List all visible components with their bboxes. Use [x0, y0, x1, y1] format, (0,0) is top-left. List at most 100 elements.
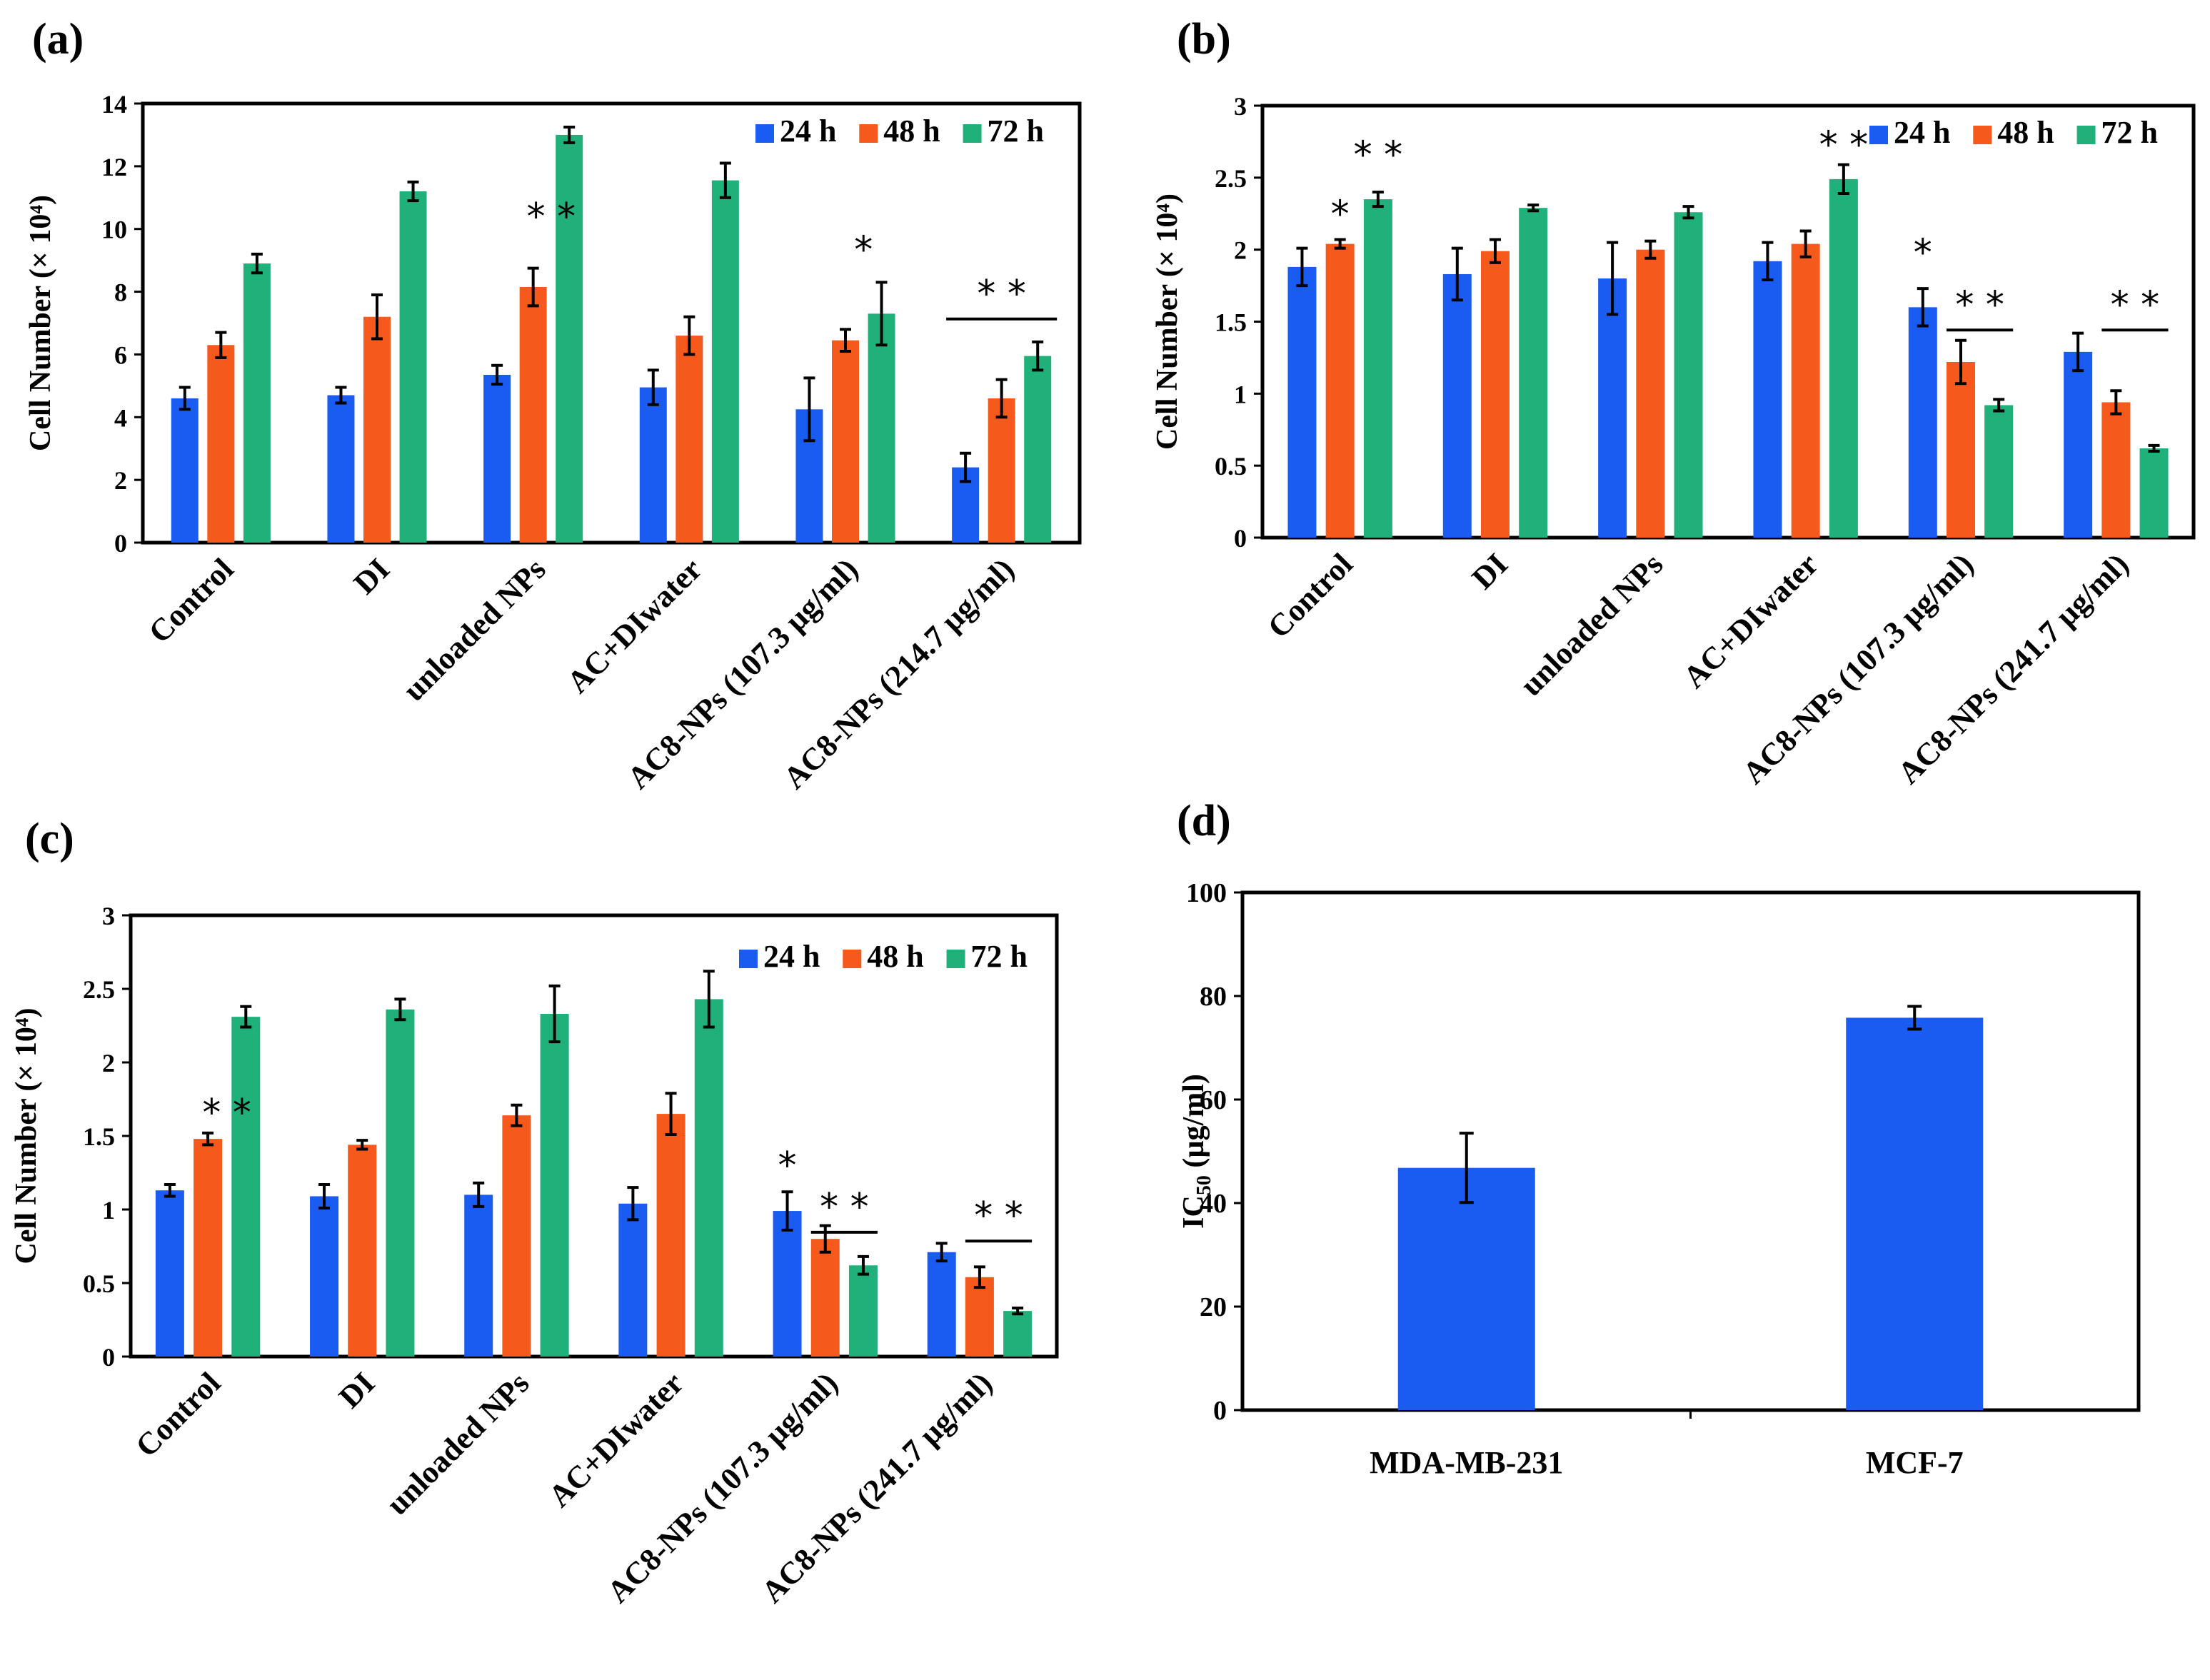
legend-swatch-24h [755, 124, 774, 143]
bar-48h-2 [502, 1115, 531, 1357]
y-tick-label: 2 [1234, 236, 1247, 265]
bar-48h-5 [2101, 402, 2131, 538]
bar-48h-0 [194, 1139, 223, 1357]
bar-24h-3 [1753, 261, 1782, 538]
category-label: unloaded NPs [396, 551, 553, 708]
significance-mark: * * [202, 1092, 251, 1135]
bar-48h-2 [1636, 249, 1665, 538]
y-axis-label: IC50 (µg/ml) [1177, 1074, 1215, 1229]
y-tick-label: 0 [1234, 524, 1247, 553]
legend-swatch-72h [2076, 126, 2096, 144]
legend-label: 48 h [883, 114, 940, 149]
y-tick-label: 3 [102, 902, 115, 930]
bar-24h-3 [639, 387, 667, 543]
category-label: AC+DIwater [561, 551, 709, 700]
bar-24h-2 [483, 374, 511, 543]
y-tick-label: 1.5 [1215, 308, 1247, 337]
y-tick-label: 0.5 [83, 1269, 115, 1298]
chart-b: 0 0.5 1 1.5 2 2.5 3 Cell Number (× 10⁴) Control D… [1151, 92, 2196, 790]
bar-48h-1 [348, 1145, 377, 1357]
significance-mark: * [1914, 232, 1932, 275]
bar-72h-3 [711, 180, 739, 543]
significance-mark: * * [527, 196, 576, 238]
y-tick-label: 1 [102, 1196, 115, 1224]
y-tick-label: 4 [114, 403, 127, 432]
bar-72h-5 [1003, 1311, 1033, 1357]
bar-48h-3 [1791, 243, 1820, 538]
y-tick-label: 80 [1200, 982, 1227, 1012]
category-label: unloaded NPs [380, 1365, 536, 1521]
bar-72h-1 [386, 1009, 415, 1357]
y-tick-label: 12 [101, 153, 127, 181]
bar-24h-1 [310, 1196, 339, 1357]
y-axis-label: Cell Number (× 10⁴) [1151, 193, 1184, 450]
bar-72h-2 [556, 134, 583, 543]
bar-48h-2 [519, 286, 547, 543]
bar-48h-4 [1947, 361, 1975, 538]
category-label: DI [1465, 546, 1515, 595]
bar-24h-0 [155, 1190, 184, 1357]
bar-72h-4 [848, 1265, 878, 1357]
legend-label: 24 h [1894, 115, 1950, 150]
bar-48h-5 [988, 398, 1015, 543]
bar-24h-1 [1442, 273, 1472, 538]
category-label: Control [1261, 546, 1360, 645]
bar-72h-5 [2139, 448, 2169, 538]
plot-frame [141, 101, 1082, 545]
panel-c-label: (c) [25, 815, 74, 863]
y-tick-label: 20 [1200, 1292, 1227, 1322]
legend-label: 24 h [780, 114, 836, 149]
category-label: MDA-MB-231 [1370, 1445, 1563, 1480]
significance-mark: * * [820, 1186, 869, 1229]
significance-mark: * * [974, 1194, 1023, 1237]
category-label: MCF-7 [1866, 1445, 1964, 1480]
bar-72h-2 [1674, 212, 1703, 538]
y-tick-label: 10 [101, 216, 127, 244]
category-label: Control [142, 551, 241, 650]
bar-72h-1 [399, 191, 427, 543]
chart-c: 0 0.5 1 1.5 2 2.5 3 Cell Number (× 10⁴) Control D… [10, 902, 1059, 1609]
significance-mark: * * [1819, 124, 1869, 166]
bar-72h-0 [231, 1017, 261, 1357]
category-label: Control [129, 1365, 227, 1464]
legend-label: 24 h [763, 939, 820, 974]
y-tick-label: 6 [114, 341, 127, 369]
category-label: AC+DIwater [542, 1365, 690, 1514]
y-tick-label: 3 [1234, 92, 1247, 121]
legend-swatch-48h [859, 124, 878, 143]
y-tick-label: 14 [101, 90, 127, 119]
significance-mark: * [1331, 193, 1350, 236]
y-tick-label: 2 [102, 1049, 115, 1077]
bar-MDA-MB-231 [1397, 1167, 1535, 1410]
legend-swatch-24h [739, 950, 758, 968]
bar-24h-5 [2064, 351, 2093, 538]
category-label: AC+DIwater [1677, 546, 1825, 695]
y-tick-label: 60 [1200, 1085, 1227, 1115]
y-axis-label: Cell Number (× 10⁴) [24, 195, 57, 451]
category-label: DI [332, 1365, 381, 1414]
legend-swatch-48h [843, 950, 862, 968]
bar-24h-0 [171, 398, 199, 543]
chart-d: 0 20 40 60 80 100 IC50 (µg/ml) MDA-MB-231 MCF-7 [1177, 878, 2141, 1480]
y-tick-label: 100 [1186, 878, 1227, 908]
bar-72h-4 [868, 313, 895, 543]
y-tick-label: 2 [114, 466, 127, 495]
chart-a: 0 2 4 6 8 10 12 14 Cell Number (× 10⁴) Control DI u… [24, 90, 1082, 795]
bar-48h-3 [675, 336, 703, 543]
y-tick-label: 8 [114, 278, 127, 307]
bar-72h-0 [243, 263, 271, 543]
bar-MCF-7 [1846, 1017, 1984, 1410]
bar-72h-0 [1363, 199, 1392, 538]
y-tick-label: 0 [114, 529, 127, 558]
y-tick-label: 0.5 [1215, 452, 1247, 481]
y-tick-label: 2.5 [83, 975, 115, 1004]
bar-48h-0 [1325, 243, 1355, 538]
bar-72h-3 [1829, 178, 1858, 538]
bar-24h-4 [1908, 307, 1937, 538]
panel-d-label: (d) [1177, 797, 1231, 845]
bar-24h-3 [618, 1203, 648, 1357]
bar-24h-5 [927, 1252, 956, 1357]
category-label: unloaded NPs [1514, 546, 1670, 703]
bar-72h-3 [694, 999, 723, 1357]
y-tick-label: 2.5 [1215, 164, 1247, 193]
